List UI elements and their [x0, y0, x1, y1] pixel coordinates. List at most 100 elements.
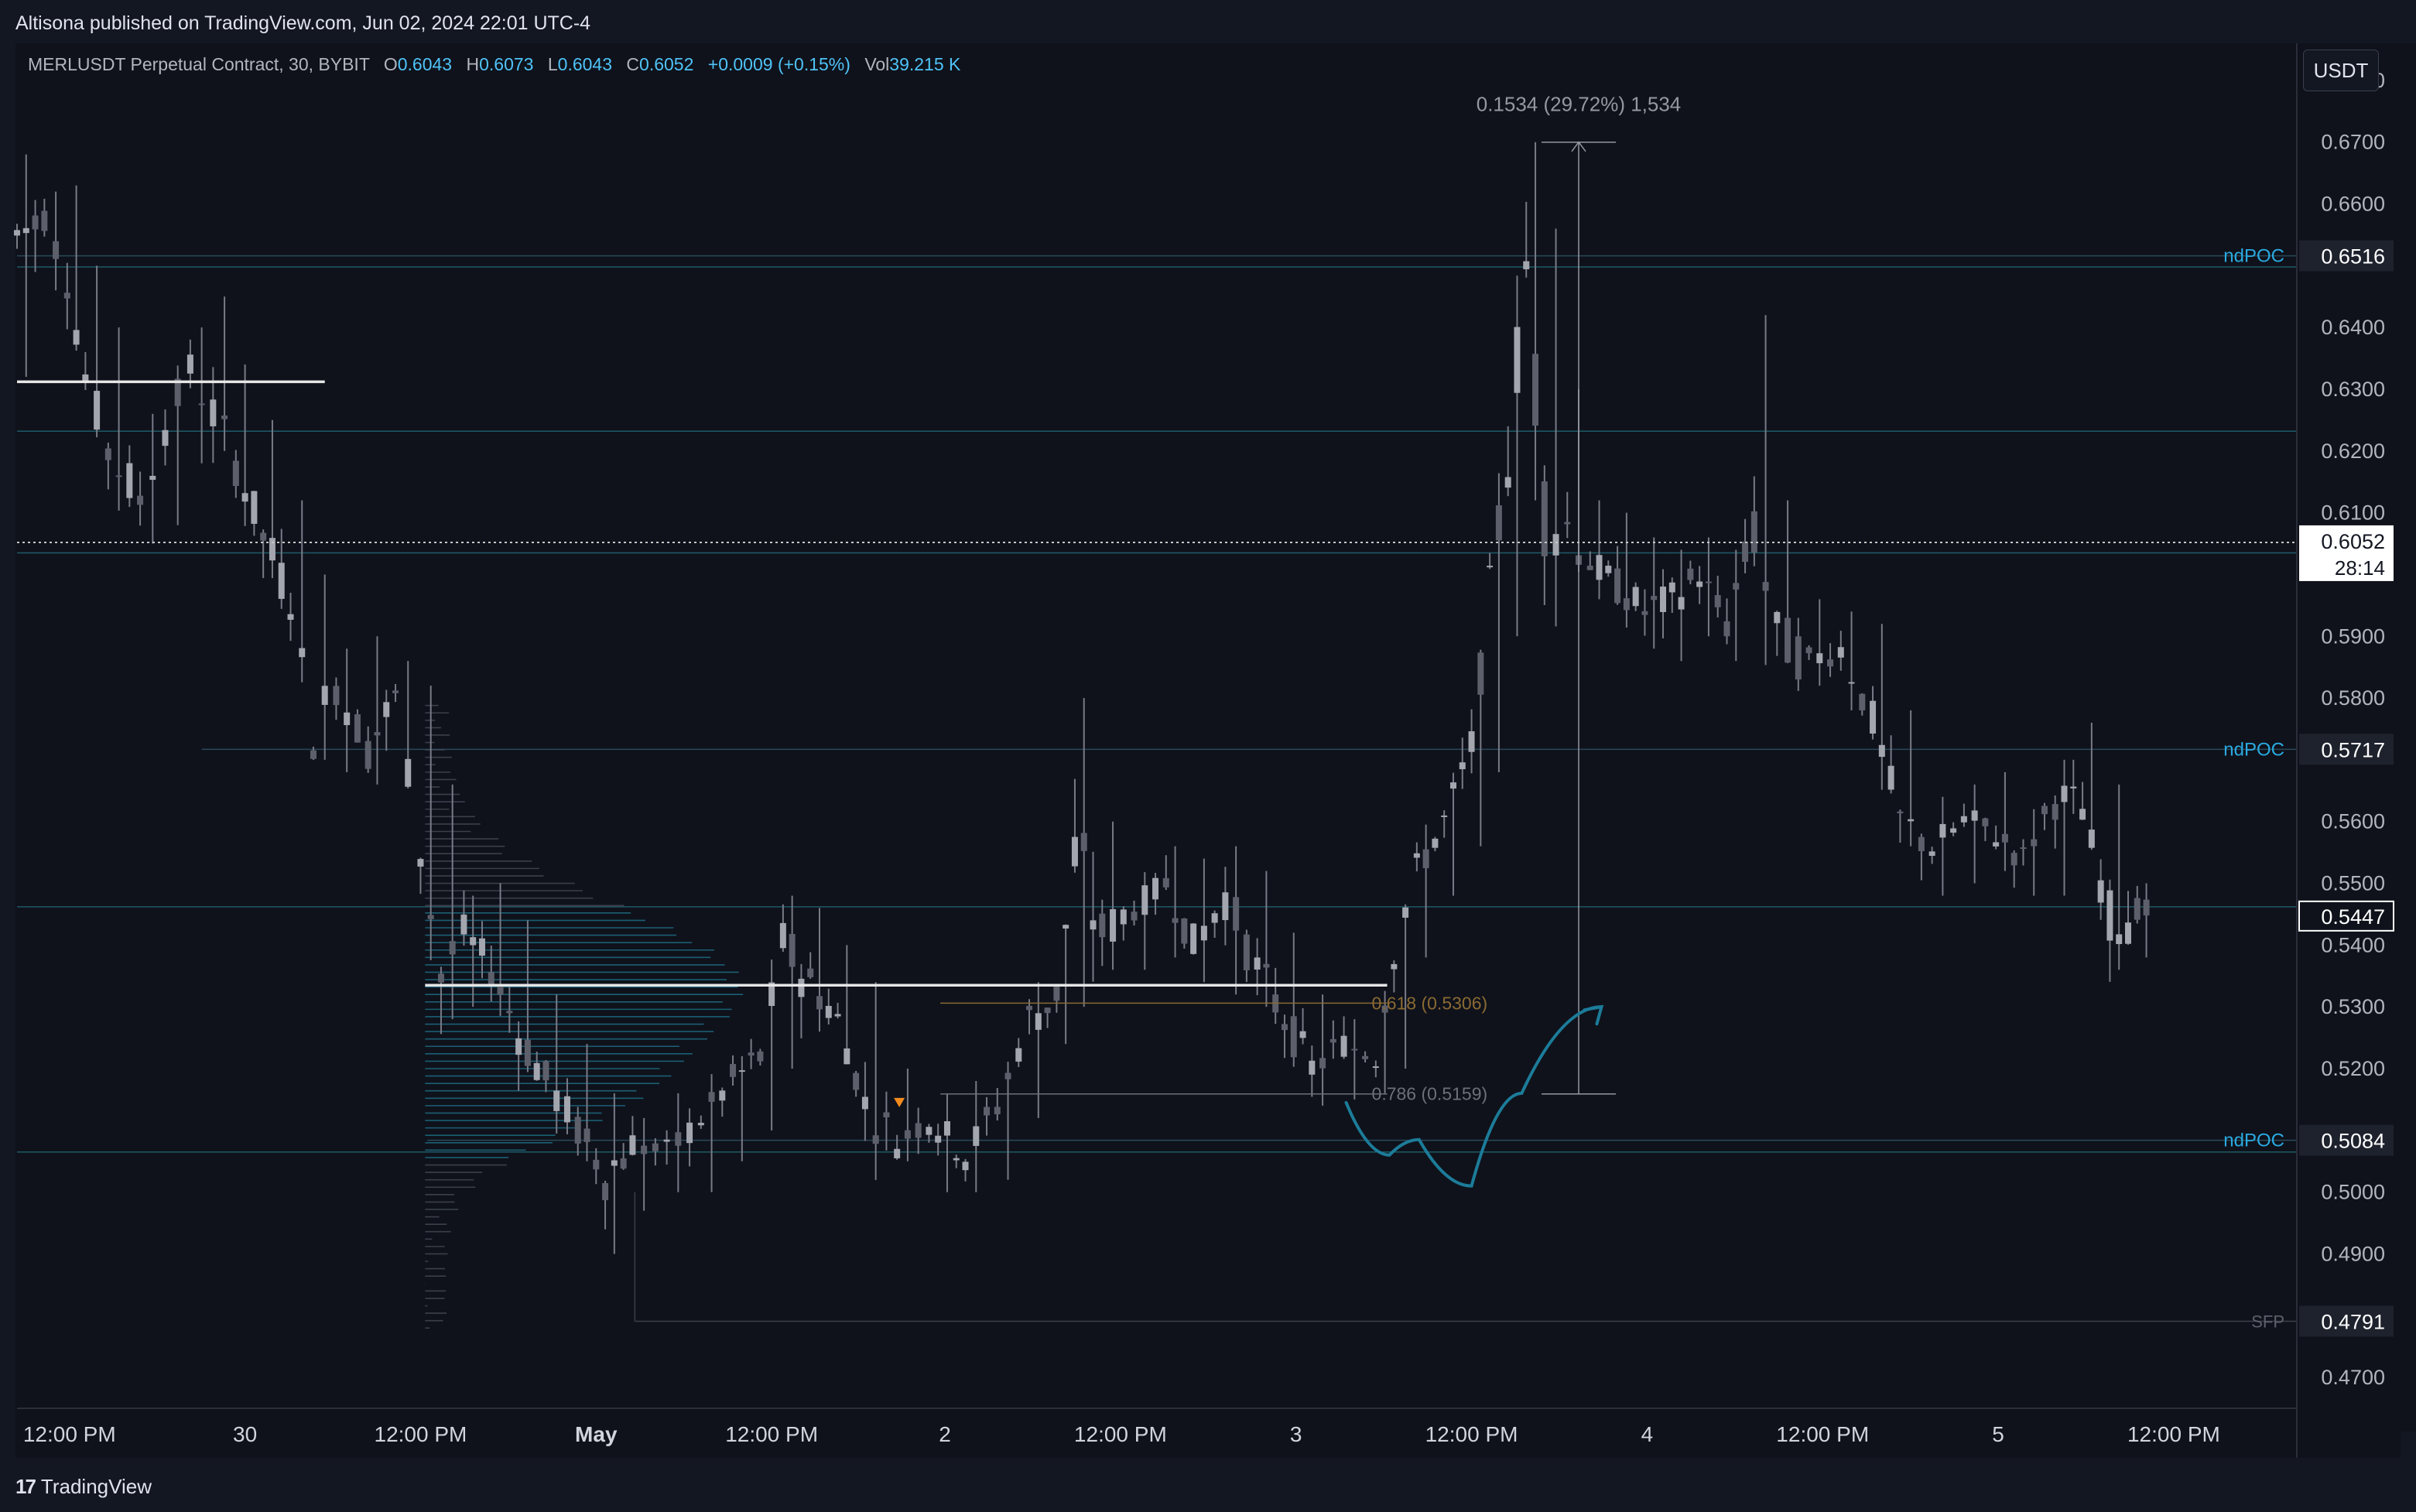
candle-body [1141, 885, 1148, 915]
candle-body [1878, 744, 1885, 758]
volume-label: Vol [864, 54, 890, 74]
candle-body [894, 1148, 901, 1158]
candle-body [943, 1120, 950, 1136]
candle-body [904, 1130, 911, 1139]
tradingview-logo-icon: 17 [15, 1475, 36, 1498]
candle-body [574, 1117, 581, 1144]
current-price-label: 0.6052 [2321, 530, 2385, 553]
candle-body [1897, 811, 1904, 814]
candle-body [2070, 786, 2077, 788]
candle-body [63, 292, 70, 299]
candle-body [1668, 582, 1675, 593]
candle-body [392, 690, 399, 693]
candle-body [1281, 1024, 1288, 1031]
candle-body [241, 493, 248, 502]
volume-value: 39.215 K [889, 54, 961, 74]
time-tick-label: May [575, 1422, 618, 1446]
high-label: H [466, 54, 480, 74]
candle-body [1351, 1048, 1358, 1051]
ndpoc-price-box [2299, 1124, 2394, 1156]
candle-body [1381, 1005, 1388, 1013]
candle-body [515, 1038, 522, 1055]
candle-body [506, 1011, 513, 1014]
candle-body [1495, 505, 1502, 541]
candle-body [405, 758, 412, 787]
price-tick-label: 0.5400 [2321, 933, 2385, 956]
candle-body [798, 978, 805, 997]
candle-body [1623, 598, 1630, 611]
candle-body [1523, 261, 1530, 269]
candle-body [1733, 583, 1740, 590]
time-tick-label: 12:00 PM [375, 1422, 467, 1446]
candle-body [611, 1160, 618, 1166]
price-tick-label: 0.5600 [2321, 810, 2385, 833]
low-label: L [547, 54, 558, 74]
candle-body [1063, 925, 1069, 929]
candle-body [73, 330, 80, 345]
candle-body [844, 1048, 850, 1065]
candle-body [437, 973, 444, 983]
candle-body [1319, 1058, 1326, 1069]
tradingview-logo[interactable]: 17 TradingView [15, 1475, 152, 1499]
candle-body [1552, 534, 1559, 556]
price-marker-label: 0.5447 [2321, 905, 2385, 929]
candle-body [1939, 823, 1946, 838]
price-tick-label: 0.6100 [2321, 501, 2385, 525]
candle-body [1687, 568, 1694, 580]
sfp-price-label: 0.4791 [2321, 1310, 2385, 1333]
candle-body [1340, 1035, 1347, 1057]
candle-body [1090, 920, 1097, 930]
candle-body [1605, 566, 1612, 573]
measure-arrowhead [1571, 141, 1586, 152]
time-tick-label: 30 [233, 1422, 257, 1446]
candle-body [1044, 1007, 1051, 1014]
candle-body [2079, 809, 2086, 820]
low-value: 0.6043 [557, 54, 613, 74]
candle-body [583, 1128, 590, 1142]
candle-body [994, 1107, 1001, 1115]
chart-area[interactable] [15, 43, 2401, 1458]
candle-body [22, 227, 29, 234]
time-tick-label: 12:00 PM [1425, 1422, 1518, 1446]
candle-body [697, 1123, 704, 1126]
candle-body [1263, 963, 1270, 968]
projection-arrow-path [1344, 1005, 1603, 1188]
candle-body [883, 1112, 890, 1117]
candle-body [652, 1143, 659, 1151]
candle-body [1696, 581, 1703, 587]
candle-body [1309, 1060, 1316, 1075]
candle-body [1004, 1072, 1011, 1079]
candle-body [1827, 659, 1834, 667]
candle-body [1660, 587, 1667, 612]
candle-body [2134, 898, 2141, 920]
candle-body [2097, 880, 2104, 903]
candle-body [2061, 785, 2068, 802]
candle-body [1243, 934, 1250, 970]
time-tick-label: 12:00 PM [1074, 1422, 1167, 1446]
candle-body [861, 1096, 868, 1110]
candle-body [1152, 877, 1159, 900]
candle-body [1449, 782, 1456, 789]
candle-body [14, 230, 20, 236]
candle-body [32, 215, 39, 230]
candle-body [1641, 611, 1648, 615]
price-tick-label: 0.5800 [2321, 686, 2385, 710]
candle-body [675, 1132, 682, 1146]
candle-body [620, 1158, 627, 1169]
candle-body [1162, 877, 1169, 888]
candle-body [686, 1122, 693, 1144]
candle-body [629, 1135, 636, 1155]
candle-body [310, 750, 317, 759]
candle-body [1848, 682, 1855, 684]
countdown-label: 28:14 [2335, 556, 2385, 580]
open-label: O [383, 54, 398, 74]
candle-body [779, 922, 786, 949]
candle-body [1705, 581, 1712, 583]
candle-body [872, 1135, 879, 1144]
candle-body [2010, 853, 2017, 866]
candle-body [449, 941, 456, 955]
candle-body [1632, 587, 1639, 607]
currency-button[interactable]: USDT [2303, 50, 2379, 91]
ndpoc-price-label: 0.5084 [2321, 1130, 2385, 1153]
candle-body [1200, 925, 1207, 941]
